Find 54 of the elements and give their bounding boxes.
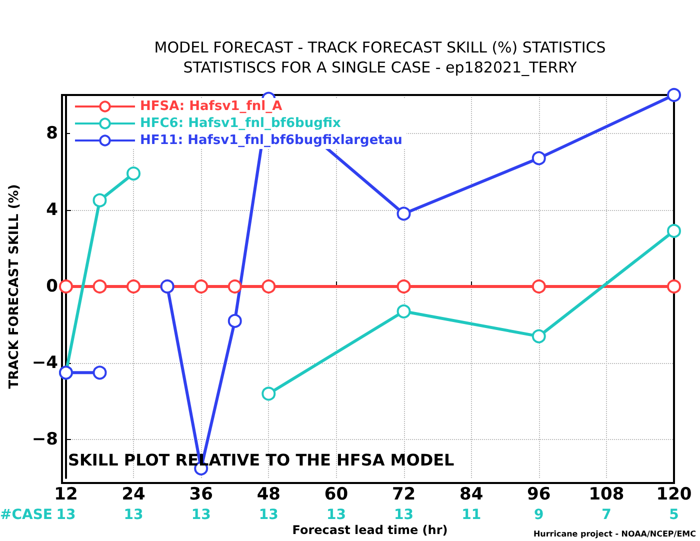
point — [532, 329, 546, 344]
text: 13 — [191, 507, 211, 523]
x-tick-label: 48 — [256, 484, 280, 504]
point — [92, 193, 107, 208]
y-axis-title: TRACK FORECAST SKILL (%) — [7, 184, 22, 389]
text: #CASE — [0, 507, 52, 523]
point — [262, 280, 276, 294]
point — [396, 304, 411, 318]
point — [126, 280, 141, 294]
point — [667, 224, 681, 238]
point — [667, 280, 681, 294]
text: 7 — [602, 507, 612, 523]
text: 13 — [124, 507, 144, 523]
y-tick-label: 8 — [46, 123, 58, 144]
point — [228, 280, 242, 294]
legend-label: HFSA: Hafsv1_fnl_A — [140, 99, 282, 114]
legend-label: HF11: Hafsv1_fnl_bf6bugfixlargetau — [140, 133, 402, 148]
point — [667, 88, 681, 102]
point — [228, 314, 242, 328]
legend-label: HFC6: Hafsv1_fnl_bf6bugfix — [140, 116, 342, 131]
chart-subtitle: STATISTISCS FOR A SINGLE CASE - ep182021_TERRY — [183, 58, 578, 76]
y-tick-label: 4 — [46, 200, 58, 220]
text: 11 — [462, 507, 482, 523]
point — [396, 280, 411, 294]
x-tick-label: 24 — [122, 484, 146, 504]
x-tick-label: 96 — [527, 484, 551, 504]
text: 13 — [56, 507, 76, 523]
chart-title: MODEL FORECAST - TRACK FORECAST SKILL (%) STATISTICS — [154, 38, 606, 56]
point — [532, 151, 546, 166]
y-tick-label: −8 — [32, 430, 58, 450]
text: 13 — [258, 507, 278, 523]
x-tick-label: 84 — [459, 484, 484, 504]
point — [92, 280, 107, 294]
point — [262, 386, 276, 401]
point — [58, 280, 73, 294]
text: 13 — [326, 507, 346, 523]
text: 5 — [669, 507, 679, 523]
x-tick-label: 108 — [588, 484, 624, 504]
y-tick-label: −4 — [32, 353, 58, 374]
x-tick-label: 12 — [54, 484, 78, 504]
text: 13 — [394, 507, 414, 523]
x-tick-label: 60 — [324, 484, 348, 504]
point — [194, 280, 208, 294]
x-axis-title: Forecast lead time (hr) — [292, 523, 448, 537]
point — [92, 366, 107, 380]
x-tick-label: 72 — [392, 484, 416, 504]
text: 9 — [534, 507, 544, 523]
point — [126, 166, 141, 181]
point — [396, 206, 411, 221]
text: Hurricane project - NOAA/NCEP/EMC — [533, 530, 696, 538]
point — [532, 280, 546, 294]
y-tick-label: 0 — [46, 276, 58, 296]
x-tick-label: 36 — [189, 484, 213, 504]
x-tick-label: 120 — [656, 484, 692, 504]
